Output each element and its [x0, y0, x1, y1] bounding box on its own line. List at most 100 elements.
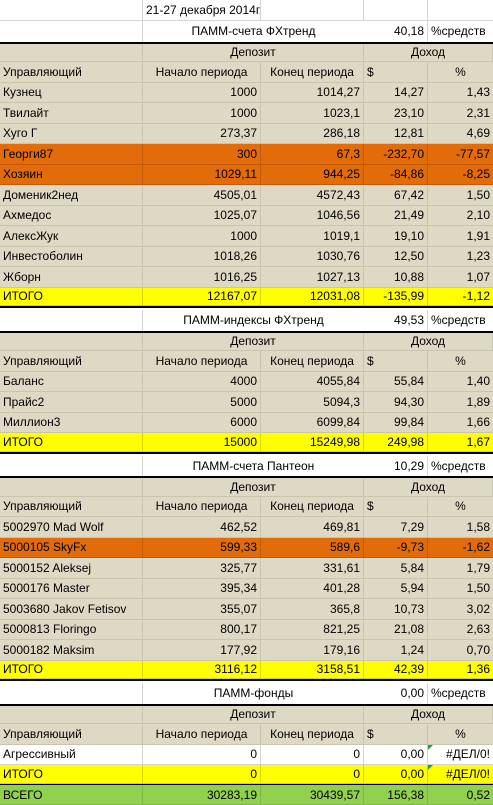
section-share[interactable]: 0,00 [364, 683, 428, 704]
section-share-label[interactable]: %средств [431, 686, 486, 701]
empty-cell[interactable] [261, 0, 364, 21]
manager-name[interactable]: Агрессивный [0, 744, 143, 765]
pct-header[interactable]: % [428, 351, 493, 372]
usd-header[interactable]: $ [364, 62, 428, 83]
start-value[interactable]: 1000 [143, 103, 261, 124]
manager-name[interactable]: 5002970 Mad Wolf [0, 517, 143, 538]
end-value[interactable]: 589,6 [261, 537, 364, 558]
pct-value[interactable]: 1,89 [428, 392, 493, 413]
usd-value[interactable]: 12,50 [364, 246, 428, 267]
usd-value[interactable]: 67,42 [364, 185, 428, 206]
start-value[interactable]: 1000 [143, 226, 261, 247]
usd-value[interactable]: 1,24 [364, 640, 428, 661]
empty-cell[interactable] [0, 0, 143, 21]
start-value[interactable]: 325,77 [143, 558, 261, 579]
pct-value[interactable]: 4,69 [428, 124, 493, 144]
empty-cell[interactable] [0, 705, 143, 724]
start-value[interactable]: 1016,25 [143, 267, 261, 288]
income-header[interactable]: Доход [364, 332, 493, 351]
empty-cell[interactable] [0, 332, 143, 351]
section-title[interactable]: ПАММ-фонды [213, 686, 294, 701]
manager-name[interactable]: АлексЖук [0, 226, 143, 247]
end-value[interactable]: 401,28 [261, 578, 364, 599]
usd-value[interactable]: -9,73 [364, 537, 428, 558]
pct-value[interactable]: 2,31 [428, 103, 493, 124]
deposit-header[interactable]: Депозит [143, 43, 364, 62]
section-share-label[interactable]: %средств [431, 458, 486, 473]
pct-header[interactable]: % [428, 497, 493, 517]
total-usd[interactable]: -135,99 [364, 287, 428, 306]
usd-header[interactable]: $ [364, 724, 428, 745]
usd-header[interactable]: $ [364, 496, 428, 517]
manager-name[interactable]: Жборн [0, 267, 143, 288]
empty-cell[interactable] [0, 21, 143, 42]
total-start[interactable]: 12167,07 [143, 287, 261, 306]
empty-cell[interactable] [0, 455, 143, 476]
usd-value[interactable]: 21,49 [364, 205, 428, 226]
end-value[interactable]: 1019,1 [261, 226, 364, 247]
end-value[interactable]: 6099,84 [261, 412, 364, 433]
pct-value[interactable]: 2,63 [428, 620, 493, 640]
start-header[interactable]: Начало периода [143, 496, 261, 517]
start-value[interactable]: 800,17 [143, 619, 261, 640]
pct-header[interactable]: % [428, 62, 493, 83]
total-usd[interactable]: 42,39 [364, 660, 428, 679]
end-value[interactable]: 821,25 [261, 619, 364, 640]
pct-value[interactable]: 1,79 [428, 558, 493, 579]
manager-name[interactable]: Хозяин [0, 164, 143, 185]
section-title[interactable]: ПАММ-счета Пантеон [192, 458, 315, 473]
deposit-header[interactable]: Депозит [143, 478, 364, 497]
end-value[interactable]: 1027,13 [261, 267, 364, 288]
start-value[interactable]: 6000 [143, 412, 261, 433]
usd-value[interactable]: -232,70 [364, 144, 428, 165]
manager-name[interactable]: Хуго Г [0, 123, 143, 144]
end-value[interactable]: 1023,1 [261, 103, 364, 124]
pct-value[interactable]: 2,10 [428, 206, 493, 226]
end-value[interactable]: 469,81 [261, 517, 364, 538]
end-value[interactable]: 4572,43 [261, 185, 364, 206]
end-value[interactable]: 331,61 [261, 558, 364, 579]
manager-header[interactable]: Управляющий [0, 496, 143, 517]
end-value[interactable]: 4055,84 [261, 371, 364, 392]
end-value[interactable]: 0 [261, 744, 364, 765]
total-end[interactable]: 12031,08 [261, 287, 364, 306]
usd-value[interactable]: 10,73 [364, 599, 428, 620]
pct-value[interactable]: 1,91 [428, 226, 493, 247]
end-header[interactable]: Конец периода [261, 62, 364, 83]
pct-value[interactable]: -1,62 [428, 538, 493, 558]
start-header[interactable]: Начало периода [143, 724, 261, 745]
income-header[interactable]: Доход [364, 43, 493, 62]
start-value[interactable]: 4505,01 [143, 185, 261, 206]
start-value[interactable]: 177,92 [143, 640, 261, 661]
pct-value[interactable]: 1,40 [428, 372, 493, 392]
empty-cell[interactable] [0, 683, 143, 704]
empty-cell[interactable] [0, 310, 143, 331]
manager-header[interactable]: Управляющий [0, 62, 143, 83]
start-value[interactable]: 395,34 [143, 578, 261, 599]
deposit-header[interactable]: Депозит [143, 332, 364, 351]
manager-name[interactable]: Миллион3 [0, 412, 143, 433]
manager-name[interactable]: Твилайт [0, 103, 143, 124]
total-end[interactable]: 15249,98 [261, 433, 364, 452]
pct-value[interactable]: 3,02 [428, 599, 493, 620]
total-start[interactable]: 3116,12 [143, 660, 261, 679]
start-value[interactable]: 300 [143, 144, 261, 165]
start-value[interactable]: 0 [143, 744, 261, 765]
empty-cell[interactable] [0, 43, 143, 62]
usd-value[interactable]: 10,88 [364, 267, 428, 288]
usd-value[interactable]: 14,27 [364, 82, 428, 103]
manager-name[interactable]: Инвестоболин [0, 246, 143, 267]
manager-name[interactable]: 5000152 Aleksej [0, 558, 143, 579]
grand-total-start[interactable]: 30283,19 [143, 785, 261, 805]
manager-name[interactable]: Доменик2нед [0, 185, 143, 206]
usd-value[interactable]: 19,10 [364, 226, 428, 247]
pct-value[interactable]: 1,07 [428, 267, 493, 288]
manager-name[interactable]: 5003680 Jakov Fetisov [0, 599, 143, 620]
end-value[interactable]: 944,25 [261, 164, 364, 185]
total-label[interactable]: ИТОГО [0, 287, 143, 306]
manager-name[interactable]: Георги87 [0, 144, 143, 165]
pct-value[interactable]: -8,25 [428, 165, 493, 185]
grand-total-usd[interactable]: 156,38 [364, 785, 428, 805]
usd-value[interactable]: 7,29 [364, 517, 428, 538]
pct-header[interactable]: % [428, 724, 493, 745]
